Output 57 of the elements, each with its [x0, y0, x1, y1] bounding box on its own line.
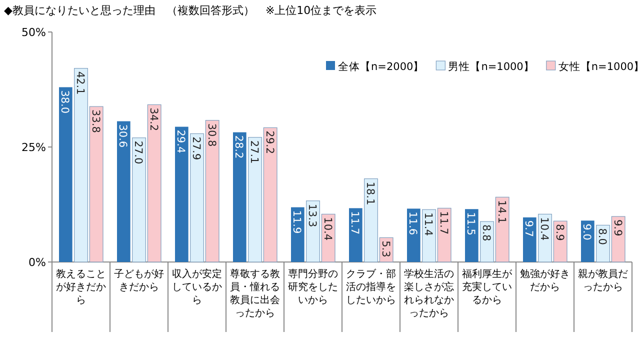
data-label: 33.8 — [89, 110, 102, 133]
data-label: 30.6 — [116, 124, 129, 148]
x-tick-label: 専門分野の研究をしたいから — [288, 268, 338, 306]
bar — [465, 209, 478, 262]
y-tick-label: 0% — [28, 256, 46, 269]
data-label: 11.9 — [290, 210, 303, 234]
x-tick-label: 収入が安定しているから — [172, 268, 222, 306]
y-tick-label: 50% — [22, 26, 46, 39]
data-label: 30.8 — [205, 123, 218, 147]
data-label: 18.1 — [364, 182, 376, 206]
data-label: 28.2 — [232, 135, 245, 159]
legend-label: 男性【n=1000】 — [448, 60, 534, 73]
legend-label: 女性【n=1000】 — [558, 60, 640, 73]
bar — [233, 132, 246, 262]
x-tick-label: クラブ・部活の指導をしたいから — [346, 268, 396, 306]
data-label: 9.7 — [522, 220, 535, 238]
data-label: 13.3 — [306, 204, 318, 228]
data-label: 38.0 — [58, 90, 71, 114]
data-label: 8.8 — [480, 224, 492, 242]
x-tick-label: 尊敬する教員・憧れる教員に出会ったから — [230, 268, 280, 319]
data-label: 34.2 — [147, 108, 160, 132]
data-label: 29.4 — [174, 130, 187, 154]
data-label: 8.0 — [596, 228, 608, 245]
data-label: 29.2 — [263, 130, 276, 154]
data-label: 9.9 — [611, 219, 624, 236]
data-label: 42.1 — [74, 71, 86, 95]
legend-label: 全体【n=2000】 — [338, 60, 424, 73]
data-label: 9.0 — [580, 224, 593, 240]
x-tick-label: 勉強が好きだから — [520, 268, 570, 293]
data-label: 11.6 — [406, 212, 419, 236]
chart-title: ◆教員になりたいと思った理由 （複数回答形式） ※上位10位までを表示 — [4, 4, 377, 17]
bar — [523, 217, 536, 262]
bar — [59, 87, 72, 262]
data-label: 27.0 — [132, 140, 144, 164]
x-tick-label: 福利厚生が充実しているから — [462, 268, 513, 306]
data-label: 27.1 — [248, 140, 260, 164]
data-label: 5.3 — [379, 240, 392, 258]
data-label: 8.9 — [553, 224, 566, 241]
bar — [117, 121, 130, 262]
data-label: 10.4 — [538, 217, 550, 241]
x-tick-label: 教えることが好きだから — [56, 269, 106, 306]
data-label: 11.7 — [348, 211, 361, 235]
x-tick-label: 子どもが好きだから — [114, 269, 164, 293]
data-label: 14.1 — [495, 200, 508, 224]
data-label: 27.9 — [190, 136, 202, 160]
y-tick-label: 25% — [22, 141, 46, 154]
bar — [581, 220, 594, 262]
data-label: 10.4 — [321, 217, 334, 241]
bar — [175, 126, 188, 262]
x-tick-label: 親が教員だったから — [578, 268, 628, 293]
bar — [407, 208, 420, 262]
data-label: 11.4 — [422, 212, 434, 236]
x-tick-label: 学校生活の楽しさが忘れられなかったから — [404, 268, 454, 319]
bar — [349, 208, 362, 262]
data-label: 11.7 — [437, 211, 450, 235]
data-label: 11.5 — [464, 212, 477, 236]
bar — [291, 207, 304, 262]
